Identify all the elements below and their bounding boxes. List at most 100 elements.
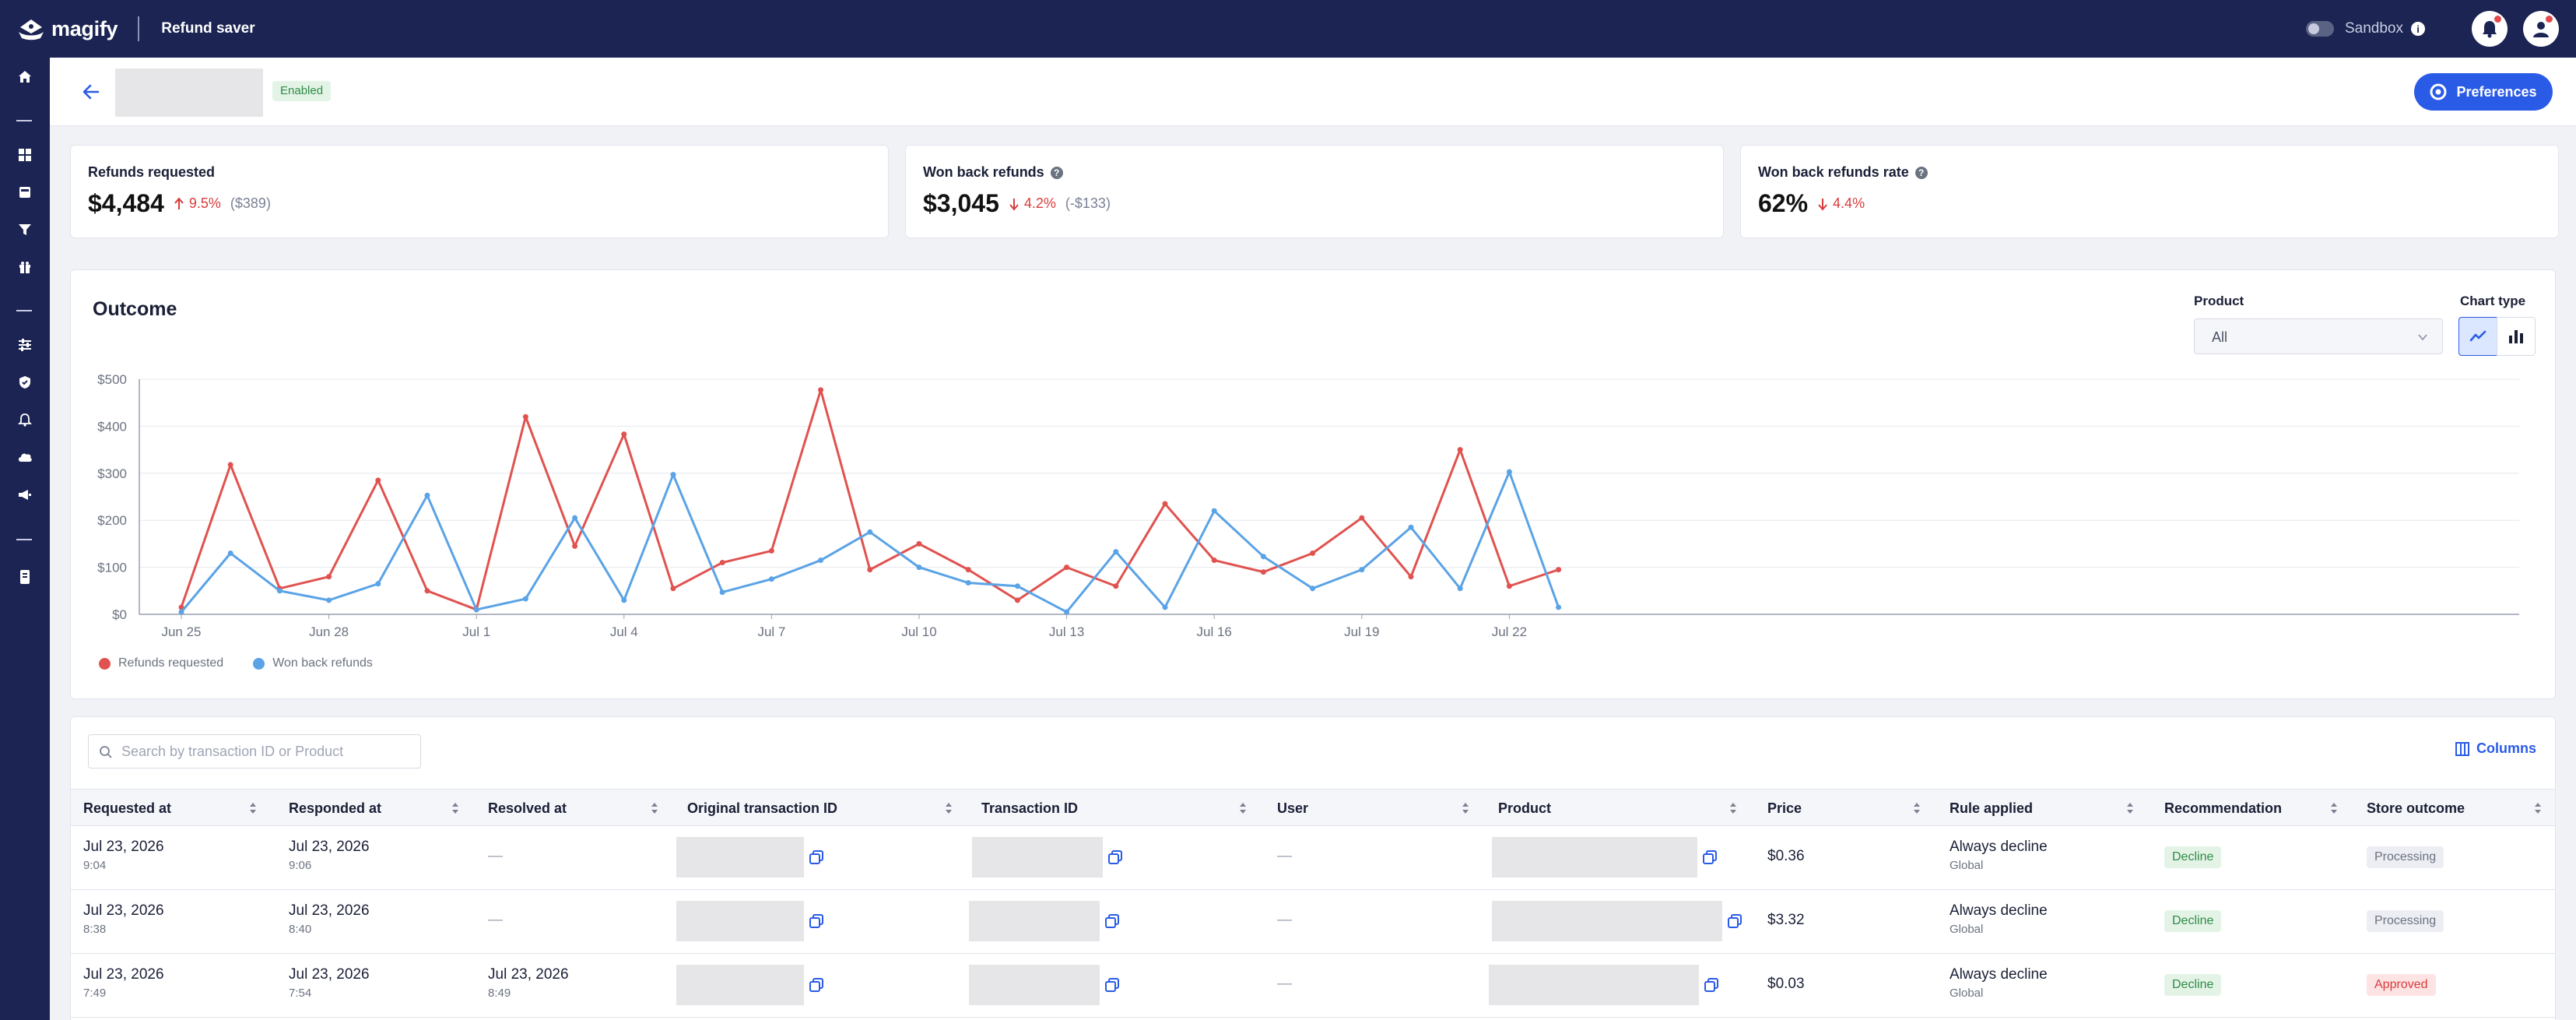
copy-icon[interactable] (1727, 913, 1742, 929)
data-point (965, 567, 971, 573)
kpi-value: 62% (1758, 189, 1809, 217)
sidebar (0, 58, 50, 1020)
cell-price: $3.32 (1767, 912, 1805, 929)
sort-icon[interactable] (650, 800, 659, 816)
legend-item-refunds-requested[interactable]: Refunds requested (99, 656, 223, 670)
notification-bell-icon[interactable] (2472, 11, 2508, 47)
cell-product-redacted (1492, 837, 1697, 878)
copy-icon[interactable] (1107, 849, 1123, 865)
column-header-price[interactable]: Price (1767, 800, 1802, 816)
home-icon[interactable] (16, 69, 33, 86)
time-text: 7:54 (289, 987, 312, 1000)
copy-icon[interactable] (809, 977, 824, 993)
sort-icon[interactable] (2125, 800, 2135, 816)
date-text: Jul 23, 2026 (289, 839, 370, 855)
sort-icon[interactable] (1912, 800, 1921, 816)
data-point (1457, 586, 1463, 592)
filter-icon[interactable] (16, 221, 33, 238)
dashboard-icon[interactable] (16, 146, 33, 164)
rule-scope-text: Global (1950, 859, 1984, 872)
kpi-values: 62% 4.4% (1758, 189, 1874, 218)
sort-icon[interactable] (2329, 800, 2339, 816)
preferences-button[interactable]: Preferences (2414, 73, 2553, 111)
column-header-transaction-id[interactable]: Transaction ID (981, 800, 1079, 816)
line-chart-toggle[interactable] (2458, 317, 2497, 356)
back-arrow-icon[interactable] (81, 83, 101, 101)
help-icon[interactable]: ? (1914, 166, 1928, 179)
column-header-store-outcome[interactable]: Store outcome (2367, 800, 2465, 816)
magify-logo[interactable]: magify (17, 16, 118, 41)
data-point (867, 529, 873, 535)
data-point (424, 492, 430, 498)
cloud-icon[interactable] (16, 448, 33, 466)
y-tick-label: $200 (97, 513, 127, 528)
table-row[interactable]: Jul 23, 2026 8:38 Jul 23, 2026 8:40 — — $3.32 A… (71, 890, 2555, 954)
user-avatar-icon[interactable] (2523, 11, 2559, 47)
cell-user: — (1277, 848, 1292, 865)
column-header-responded-at[interactable]: Responded at (289, 800, 382, 816)
kpi-card-won-back-rate: Won back refunds rate? 62% 4.4% (1740, 145, 2559, 238)
cell-product-redacted (1489, 965, 1699, 1005)
search-icon (100, 746, 112, 758)
table-row[interactable]: Jul 23, 2026 7:49 Jul 23, 2026 7:54 Jul 23, … (71, 954, 2555, 1018)
topbar-divider (138, 16, 140, 41)
inbox-icon[interactable] (16, 184, 33, 201)
column-header-user[interactable]: User (1277, 800, 1309, 816)
copy-icon[interactable] (1702, 849, 1718, 865)
copy-icon[interactable] (1104, 977, 1120, 993)
column-header-requested-at[interactable]: Requested at (83, 800, 172, 816)
bar-chart-toggle[interactable] (2497, 317, 2536, 356)
legend-item-won-back-refunds[interactable]: Won back refunds (253, 656, 373, 670)
data-point (1457, 447, 1463, 453)
column-header-recommendation[interactable]: Recommendation (2164, 800, 2283, 816)
outcome-chart-card: $0 $100 $200 $300 $400 $500 Jun 25 Jun 28 Jul 1 J… (70, 269, 2556, 699)
sidebar-separator (16, 120, 32, 121)
sandbox-toggle[interactable] (2305, 21, 2334, 37)
data-point (1310, 586, 1316, 592)
columns-button[interactable]: Columns (2455, 740, 2536, 757)
kpi-delta-value: 4.4% (1833, 195, 1865, 211)
shield-icon[interactable] (16, 374, 33, 391)
copy-icon[interactable] (809, 849, 824, 865)
megaphone-icon[interactable] (16, 486, 33, 503)
table-row[interactable]: Jul 23, 2026 9:04 Jul 23, 2026 9:06 — — $0.36 A… (71, 826, 2555, 890)
gift-icon[interactable] (16, 259, 33, 276)
data-point (1064, 609, 1070, 615)
sort-icon[interactable] (2533, 800, 2543, 816)
x-tick-label: Jul 16 (1197, 624, 1232, 639)
column-header-product[interactable]: Product (1498, 800, 1552, 816)
copy-icon[interactable] (1704, 977, 1719, 993)
sort-icon[interactable] (944, 800, 953, 816)
bell-icon[interactable] (16, 411, 33, 428)
data-point (178, 609, 184, 615)
arrow-down-icon (1009, 198, 1019, 211)
redacted-app-name (115, 69, 263, 117)
copy-icon[interactable] (809, 913, 824, 929)
copy-icon[interactable] (1104, 913, 1120, 929)
help-icon[interactable]: ? (1050, 166, 1063, 179)
info-icon[interactable]: i (2411, 22, 2425, 36)
column-header-resolved-at[interactable]: Resolved at (488, 800, 567, 816)
sort-icon[interactable] (1238, 800, 1248, 816)
outcome-line-chart: $0 $100 $200 $300 $400 $500 Jun 25 Jun 28 Jul 1 J… (97, 372, 2519, 639)
book-icon[interactable] (16, 568, 33, 586)
legend-label: Won back refunds (272, 656, 373, 670)
sort-icon[interactable] (248, 800, 258, 816)
y-tick-label: $400 (97, 419, 127, 434)
sort-icon[interactable] (451, 800, 460, 816)
column-header-rule-applied[interactable]: Rule applied (1950, 800, 2034, 816)
data-point (473, 607, 479, 613)
sort-icon[interactable] (1728, 800, 1738, 816)
product-select[interactable]: All (2194, 318, 2443, 354)
data-point (227, 462, 233, 468)
sliders-icon[interactable] (16, 336, 33, 353)
search-input[interactable] (88, 734, 421, 769)
column-header-original-transaction-id[interactable]: Original transaction ID (687, 800, 838, 816)
kpi-delta: 4.2% (1009, 195, 1056, 212)
rule-text: Always decline (1950, 839, 2048, 855)
sort-icon[interactable] (1461, 800, 1470, 816)
cell-rule-applied: Always decline Global (1950, 902, 2048, 936)
store-outcome-badge: Approved (2367, 974, 2436, 996)
logo-mark-icon (19, 19, 44, 40)
brand-name: magify (51, 16, 118, 40)
